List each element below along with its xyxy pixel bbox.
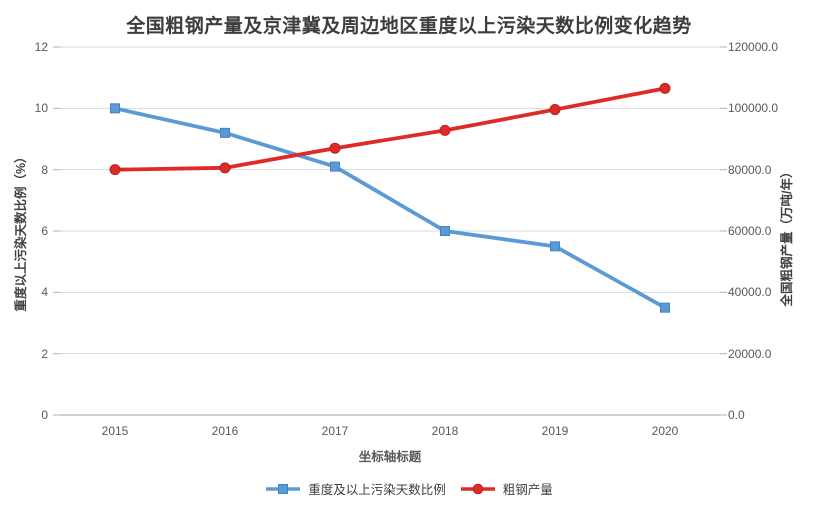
data-point-circle (329, 142, 341, 154)
legend-square-marker-icon (266, 483, 301, 494)
data-point-square (550, 241, 560, 252)
legend-item: 重度及以上污染天数比例 (265, 479, 446, 498)
legend-label: 粗钢产量 (502, 483, 553, 497)
x-axis-tick-label: 2016 (211, 424, 239, 438)
data-point-square (110, 103, 120, 114)
right-axis-tick-label: 20000.0 (728, 346, 772, 361)
data-point-circle (109, 164, 121, 176)
right-axis-tick-label: 60000.0 (728, 224, 772, 238)
chart-title: 全国粗钢产量及京津冀及周边地区重度以上污染天数比例变化趋势 (126, 16, 692, 37)
left-axis-tick-label: 8 (41, 162, 48, 177)
series-line-0 (113, 106, 667, 310)
x-axis-tick-label: 2015 (101, 424, 129, 438)
right-axis-tick-label: 0.0 (728, 408, 745, 422)
legend: 重度及以上污染天数比例 粗钢产量 (0, 479, 818, 498)
legend-circle-marker-icon (460, 483, 495, 494)
data-point-square (660, 302, 670, 313)
right-axis-tick-label: 120000.0 (728, 40, 779, 54)
right-axis-title: 全国粗钢产量（万吨/年） (780, 165, 794, 307)
right-axis-tick-label: 80000.0 (728, 162, 772, 177)
left-axis-tick-label: 12 (34, 40, 48, 54)
x-axis-tick-label: 2019 (541, 424, 569, 438)
data-point-circle (439, 124, 451, 136)
legend-label: 重度及以上污染天数比例 (308, 483, 446, 497)
right-axis-tick-label: 40000.0 (728, 285, 772, 300)
left-axis-tick-label: 6 (41, 224, 48, 238)
left-axis-title: 重度以上污染天数比例（%） (14, 150, 28, 312)
left-axis-tick-label: 10 (34, 101, 48, 116)
data-point-circle (659, 82, 671, 94)
x-axis-title: 坐标轴标题 (358, 450, 422, 464)
series-line-1 (113, 86, 667, 172)
data-point-circle (549, 104, 561, 116)
left-axis-tick-label: 4 (41, 285, 48, 300)
data-point-square (330, 161, 340, 172)
data-point-circle (219, 162, 231, 174)
left-axis-tick-label: 0 (41, 408, 48, 422)
x-axis-tick-label: 2017 (321, 424, 349, 438)
right-axis-tick-label: 100000.0 (728, 101, 779, 116)
legend-item: 粗钢产量 (460, 479, 553, 498)
x-axis-tick-label: 2020 (651, 424, 679, 438)
x-axis-tick-label: 2018 (431, 424, 459, 438)
data-point-square (440, 226, 450, 236)
data-point-square (220, 127, 230, 138)
left-axis-tick-label: 2 (41, 346, 48, 361)
